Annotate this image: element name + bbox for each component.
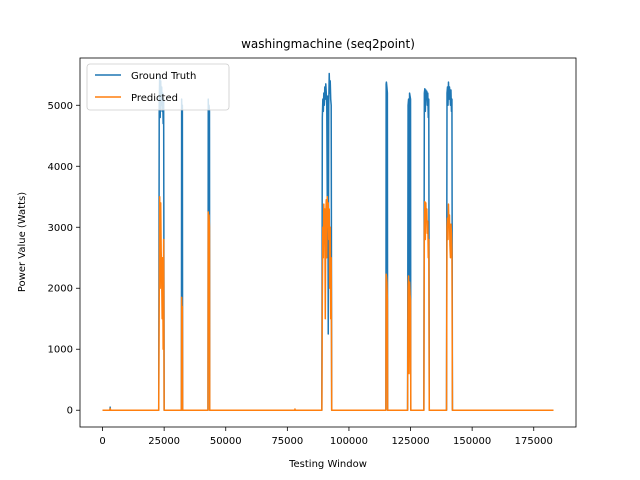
- x-tick-label: 25000: [148, 436, 180, 447]
- chart-title: washingmachine (seq2point): [241, 37, 415, 51]
- y-tick-label: 5000: [48, 101, 73, 112]
- y-tick-label: 4000: [48, 162, 73, 173]
- legend-label-ground-truth: Ground Truth: [131, 71, 196, 82]
- x-axis-label: Testing Window: [288, 459, 367, 470]
- series-layer: [102, 72, 554, 411]
- legend: Ground Truth Predicted: [86, 63, 230, 111]
- x-axis: 0 25000 50000 75000 100000 125000 150000 175000: [99, 427, 553, 447]
- y-tick-label: 1000: [48, 345, 73, 356]
- legend-label-predicted: Predicted: [131, 93, 178, 104]
- x-tick-label: 75000: [271, 436, 303, 447]
- legend-box: [86, 63, 230, 111]
- series-line-predicted: [102, 196, 554, 411]
- y-tick-label: 3000: [48, 223, 73, 234]
- y-tick-label: 2000: [48, 284, 73, 295]
- y-axis: 0 1000 2000 3000 4000 5000: [48, 101, 80, 417]
- plot-frame: [79, 57, 577, 428]
- x-tick-label: 0: [99, 436, 105, 447]
- x-tick-label: 150000: [453, 436, 491, 447]
- x-tick-label: 175000: [515, 436, 553, 447]
- y-tick-label: 0: [67, 406, 73, 417]
- x-tick-label: 125000: [391, 436, 429, 447]
- y-axis-label: Power Value (Watts): [17, 192, 28, 292]
- x-tick-label: 50000: [210, 436, 242, 447]
- x-tick-label: 100000: [330, 436, 368, 447]
